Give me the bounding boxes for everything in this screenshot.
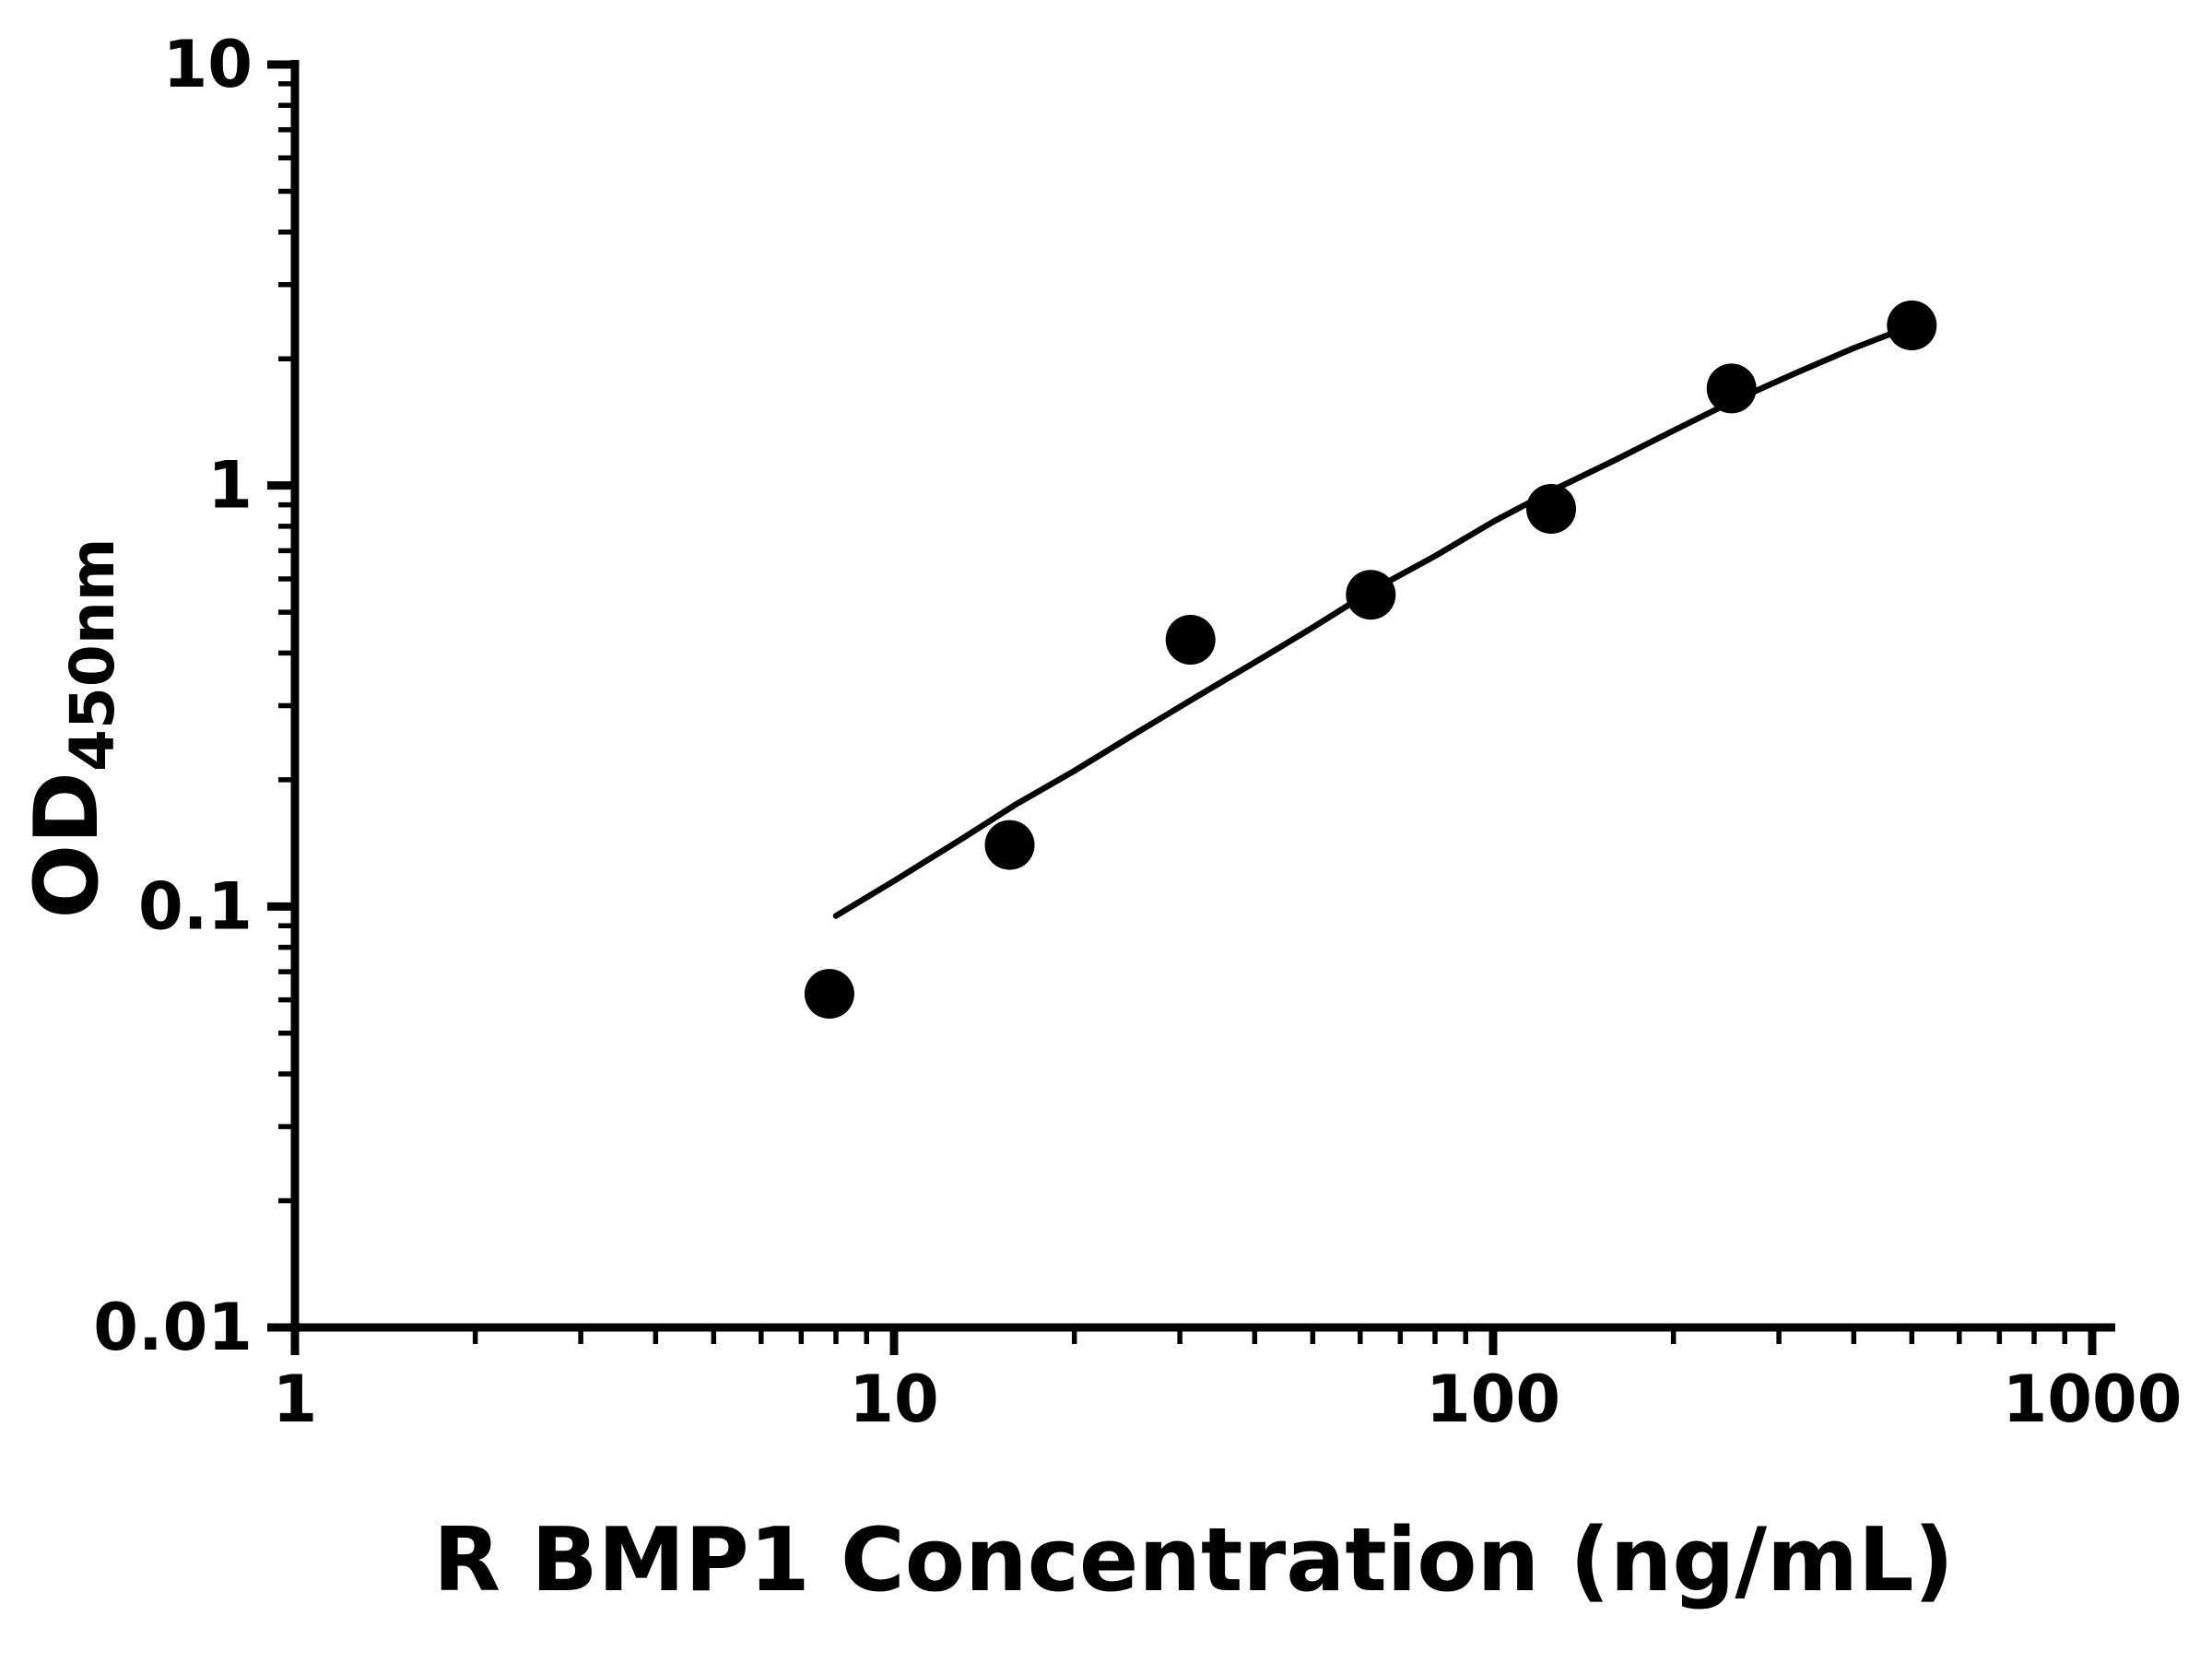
data-point — [1887, 301, 1937, 350]
x-tick-label: 1 — [273, 1362, 318, 1437]
tick-labels: 1 10 100 1000 0.01 0.1 1 10 — [93, 27, 2182, 1437]
y-tick-label: 1 — [207, 448, 253, 524]
x-tick-label: 10 — [849, 1362, 938, 1437]
data-point — [804, 969, 854, 1020]
data-point — [984, 820, 1035, 870]
y-axis-title-main: OD — [17, 772, 118, 919]
x-tick-label: 100 — [1426, 1362, 1560, 1437]
x-tick-label: 1000 — [2003, 1362, 2183, 1437]
major-ticks — [267, 60, 2097, 1355]
data-point — [1346, 570, 1396, 620]
y-tick-label: 0.01 — [93, 1290, 253, 1365]
y-tick-label: 0.1 — [138, 868, 253, 944]
y-axis-title-subscript: 450nm — [57, 537, 128, 772]
data-point — [1526, 484, 1576, 534]
x-axis-title: R BMP1 Concentration (ng/mL) — [433, 1510, 1954, 1611]
data-point — [1706, 363, 1757, 414]
y-tick-label: 10 — [163, 27, 253, 102]
y-axis-title: OD450nm — [17, 537, 128, 918]
minor-ticks — [278, 81, 2068, 1344]
data-points — [804, 301, 1937, 1020]
data-point — [1165, 615, 1216, 665]
